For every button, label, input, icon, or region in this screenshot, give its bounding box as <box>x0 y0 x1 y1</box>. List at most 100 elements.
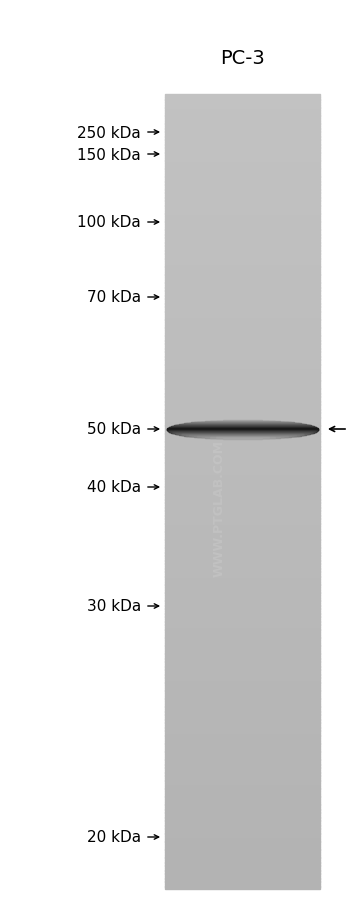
Bar <box>165 731 320 733</box>
Bar <box>165 691 320 694</box>
Bar <box>165 762 320 765</box>
Bar <box>165 754 320 757</box>
Bar <box>165 468 320 471</box>
Bar <box>165 312 320 315</box>
Bar <box>165 738 320 741</box>
Bar <box>165 569 320 572</box>
Bar <box>165 238 320 241</box>
Bar <box>165 304 320 308</box>
Bar <box>165 349 320 352</box>
Bar <box>165 850 320 852</box>
Bar <box>165 831 320 834</box>
Bar <box>165 296 320 299</box>
Bar <box>165 275 320 278</box>
Bar <box>165 516 320 519</box>
Bar <box>165 216 320 220</box>
Bar <box>165 476 320 479</box>
Bar <box>165 405 320 408</box>
Bar <box>165 576 320 580</box>
Bar <box>165 638 320 640</box>
Bar <box>165 288 320 291</box>
Bar <box>165 166 320 170</box>
Bar <box>165 357 320 360</box>
Bar <box>165 188 320 190</box>
Bar <box>165 259 320 262</box>
Bar <box>165 179 320 183</box>
Bar <box>165 783 320 787</box>
Bar <box>165 772 320 776</box>
Bar <box>165 693 320 696</box>
Bar <box>165 122 320 124</box>
Bar <box>165 354 320 357</box>
Text: 250 kDa: 250 kDa <box>77 125 141 141</box>
Bar <box>165 590 320 593</box>
Bar <box>165 780 320 784</box>
Bar <box>165 805 320 807</box>
Bar <box>165 839 320 842</box>
Bar <box>165 233 320 235</box>
Bar <box>165 159 320 161</box>
Bar <box>165 630 320 632</box>
Bar <box>165 661 320 665</box>
Bar <box>165 270 320 272</box>
Bar <box>165 457 320 461</box>
Bar <box>165 508 320 511</box>
Bar <box>165 796 320 799</box>
Bar <box>165 603 320 606</box>
Bar <box>165 100 320 104</box>
Bar <box>165 327 320 331</box>
Bar <box>165 593 320 595</box>
Text: 150 kDa: 150 kDa <box>77 147 141 162</box>
Bar <box>165 537 320 540</box>
Bar <box>165 735 320 739</box>
Bar <box>165 820 320 824</box>
Bar <box>165 649 320 651</box>
Bar <box>165 688 320 691</box>
Bar <box>165 712 320 714</box>
Bar <box>165 286 320 289</box>
Text: 50 kDa: 50 kDa <box>87 422 141 437</box>
Bar <box>165 428 320 431</box>
Bar <box>165 326 320 328</box>
Bar <box>165 227 320 230</box>
Bar <box>165 330 320 334</box>
Bar <box>165 196 320 198</box>
Bar <box>165 524 320 527</box>
Bar <box>165 548 320 551</box>
Bar <box>165 211 320 215</box>
Bar <box>165 248 320 252</box>
Bar <box>165 794 320 796</box>
Bar <box>165 635 320 638</box>
Bar <box>165 584 320 588</box>
Bar <box>165 531 320 535</box>
Bar <box>165 124 320 127</box>
Bar <box>165 683 320 686</box>
Bar <box>165 267 320 270</box>
Bar <box>165 656 320 659</box>
Bar <box>165 307 320 309</box>
Bar <box>165 370 320 373</box>
Bar <box>165 206 320 209</box>
Bar <box>165 862 320 866</box>
Text: PC-3: PC-3 <box>220 49 265 68</box>
Bar <box>165 884 320 887</box>
Bar <box>165 455 320 458</box>
Bar <box>165 301 320 305</box>
Bar <box>165 672 320 675</box>
Bar <box>165 482 320 484</box>
Bar <box>165 812 320 815</box>
Bar <box>165 810 320 813</box>
Bar <box>165 757 320 759</box>
Text: 40 kDa: 40 kDa <box>87 480 141 495</box>
Bar <box>165 479 320 482</box>
Bar <box>165 426 320 429</box>
Bar <box>165 309 320 312</box>
Bar <box>165 770 320 773</box>
Bar <box>165 126 320 130</box>
Bar <box>165 667 320 670</box>
Bar <box>165 749 320 752</box>
Bar <box>165 725 320 728</box>
Bar <box>165 870 320 874</box>
Bar <box>165 161 320 164</box>
Bar <box>165 391 320 394</box>
